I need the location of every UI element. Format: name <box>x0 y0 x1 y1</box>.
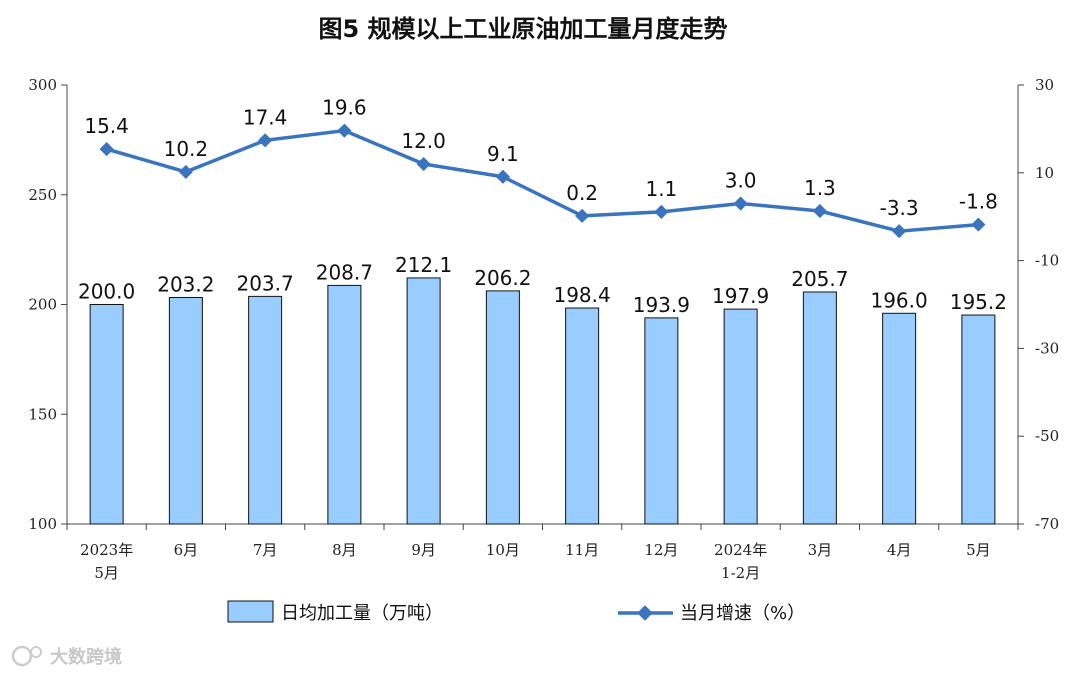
bar-value-label: 196.0 <box>870 288 927 312</box>
line-point <box>575 208 590 223</box>
x-tick-label: 8月 <box>332 541 357 559</box>
legend-line-marker <box>637 605 653 621</box>
x-tick-label: 4月 <box>887 541 912 559</box>
x-tick-label: 10月 <box>486 541 520 559</box>
bar <box>89 304 124 525</box>
bar-value-label: 203.7 <box>236 271 293 295</box>
line-value-label: 12.0 <box>401 129 446 153</box>
bar-value-label: 197.9 <box>712 284 769 308</box>
bar <box>882 312 917 525</box>
bar-value-label: 212.1 <box>395 253 452 277</box>
left-tick-label: 200 <box>28 296 57 314</box>
bar-value-label: 200.0 <box>78 280 135 304</box>
bar <box>565 307 600 525</box>
bar <box>406 277 441 525</box>
left-tick-label: 150 <box>28 405 57 423</box>
bar <box>485 290 520 525</box>
line-point <box>178 164 193 179</box>
x-tick-label: 9月 <box>411 541 436 559</box>
left-tick-label: 100 <box>28 515 57 533</box>
right-tick-label: 30 <box>1035 76 1054 94</box>
bar <box>168 296 203 525</box>
x-tick-label: 6月 <box>174 541 199 559</box>
x-tick-label: 2023年 <box>80 541 133 559</box>
line-point <box>258 133 273 148</box>
line-value-label: 9.1 <box>487 142 519 166</box>
bar <box>327 284 362 525</box>
line-point <box>971 217 986 232</box>
left-tick-label: 300 <box>28 76 57 94</box>
right-tick-label: -70 <box>1035 515 1059 533</box>
line-value-label: 0.2 <box>566 181 598 205</box>
bar <box>723 308 758 525</box>
bar <box>248 295 283 525</box>
bar-value-label: 203.2 <box>157 272 214 296</box>
legend-bar-label: 日均加工量（万吨） <box>281 603 443 624</box>
chart-title: 图5 规模以上工业原油加工量月度走势 <box>318 15 727 43</box>
watermark-logo-dot-icon <box>30 646 42 658</box>
right-tick-label: -10 <box>1035 252 1059 270</box>
line-value-label: 1.1 <box>645 177 677 201</box>
line-value-label: 17.4 <box>243 105 288 129</box>
right-tick-label: -30 <box>1035 339 1059 357</box>
bar <box>644 317 679 525</box>
watermark-logo-icon <box>11 645 33 667</box>
right-axis-ticks: -70 -50 -30 -10 10 30 <box>1018 76 1059 533</box>
left-axis-ticks: 100 150 200 250 300 <box>28 76 67 533</box>
line-point <box>99 142 114 157</box>
x-axis-labels: 2023年 5月 6月 7月 8月 9月 10月 11月 12月 2024年 1-2月 3月 4月 5月 <box>80 541 991 582</box>
watermark: 大数跨境 <box>11 645 122 668</box>
line-value-label: 1.3 <box>804 176 836 200</box>
line-point <box>733 196 748 211</box>
x-tick-label: 5月 <box>966 541 991 559</box>
x-tick-label: 11月 <box>565 541 599 559</box>
line-point <box>416 156 431 172</box>
line-point <box>812 203 827 219</box>
legend-line-label: 当月增速（%） <box>680 603 805 624</box>
bar-value-label: 193.9 <box>633 293 690 317</box>
line-path <box>106 128 979 233</box>
right-tick-label: -50 <box>1035 427 1059 445</box>
line-data-labels: 15.4 10.2 17.4 19.6 12.0 9.1 0.2 1.1 3.0 1.3 -3.3 -… <box>84 96 998 221</box>
line-point <box>654 204 669 219</box>
line-value-label: -3.3 <box>880 196 919 220</box>
legend: 日均加工量（万吨） 当月增速（%） <box>227 600 805 624</box>
line-point <box>337 123 352 138</box>
bar-value-label: 198.4 <box>553 283 610 307</box>
bar-series <box>89 277 996 525</box>
x-tick-label: 12月 <box>644 541 678 559</box>
bar-value-label: 206.2 <box>474 266 531 290</box>
x-tick-label: 1-2月 <box>721 564 760 582</box>
line-point <box>495 169 510 184</box>
bar-value-label: 195.2 <box>950 290 1007 314</box>
line-series <box>99 123 986 239</box>
bar <box>802 291 837 525</box>
left-tick-label: 250 <box>28 186 57 204</box>
x-tick-label: 3月 <box>808 541 833 559</box>
x-tick-label: 2024年 <box>714 541 767 559</box>
line-value-label: 10.2 <box>164 137 209 161</box>
watermark-text: 大数跨境 <box>50 646 122 668</box>
line-value-label: -1.8 <box>959 190 998 214</box>
line-value-label: 15.4 <box>84 114 129 138</box>
bar-value-label: 205.7 <box>791 267 848 291</box>
line-value-label: 3.0 <box>725 169 757 193</box>
right-tick-label: 10 <box>1035 164 1054 182</box>
line-point <box>892 224 907 239</box>
legend-bar-swatch <box>227 600 274 623</box>
x-tick-label: 5月 <box>94 564 119 582</box>
x-tick-label: 7月 <box>253 541 278 559</box>
bar <box>961 314 996 525</box>
bar-value-label: 208.7 <box>316 260 373 284</box>
line-value-label: 19.6 <box>322 96 367 120</box>
bar-data-labels: 200.0 203.2 203.7 208.7 212.1 206.2 198.4 193.9… <box>78 253 1007 317</box>
